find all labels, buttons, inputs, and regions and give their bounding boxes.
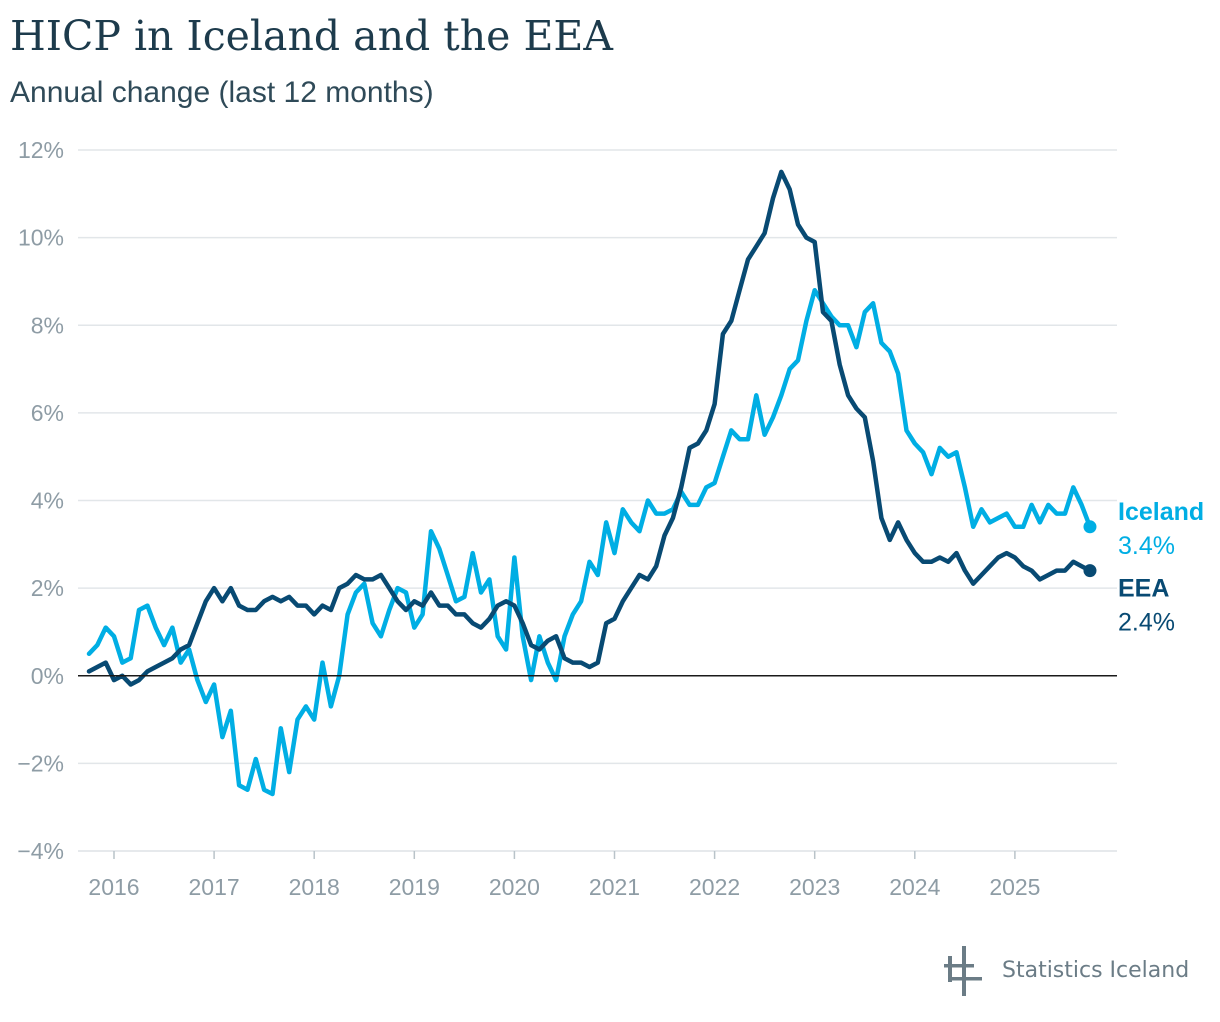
series-line-iceland bbox=[86, 287, 1093, 797]
y-tick-label: −2% bbox=[17, 750, 64, 776]
series-end-label-iceland: Iceland bbox=[1118, 498, 1204, 526]
x-tick-label: 2016 bbox=[88, 874, 139, 900]
y-tick-label: 10% bbox=[18, 225, 64, 251]
y-tick-label: 6% bbox=[31, 400, 64, 426]
series-end-label-eea: EEA bbox=[1118, 575, 1169, 603]
series-end-value-eea: 2.4% bbox=[1118, 609, 1175, 637]
series-end-point-eea bbox=[1083, 564, 1097, 578]
x-tick-label: 2018 bbox=[289, 874, 340, 900]
y-tick-label: 0% bbox=[31, 663, 64, 689]
y-tick-label: −4% bbox=[17, 838, 64, 864]
x-tick-label: 2020 bbox=[489, 874, 540, 900]
statistics-iceland-logo: Statistics Iceland bbox=[944, 944, 1204, 1000]
series-end-value-iceland: 3.4% bbox=[1118, 532, 1175, 560]
y-tick-label: 2% bbox=[31, 575, 64, 601]
y-tick-label: 12% bbox=[18, 137, 64, 163]
brand-name: Statistics Iceland bbox=[1002, 958, 1190, 983]
x-tick-label: 2025 bbox=[989, 874, 1040, 900]
x-tick-label: 2023 bbox=[789, 874, 840, 900]
y-tick-label: 8% bbox=[31, 312, 64, 338]
x-tick-label: 2024 bbox=[889, 874, 940, 900]
x-tick-label: 2017 bbox=[189, 874, 240, 900]
x-tick-label: 2021 bbox=[589, 874, 640, 900]
series-line-eea bbox=[86, 169, 1093, 687]
chart-subtitle: Annual change (last 12 months) bbox=[10, 76, 434, 109]
y-tick-label: 4% bbox=[31, 488, 64, 514]
statistics-iceland-logo-icon bbox=[944, 946, 982, 996]
x-tick-label: 2019 bbox=[389, 874, 440, 900]
series-end-point-iceland bbox=[1083, 520, 1097, 534]
chart-title: HICP in Iceland and the EEA bbox=[10, 12, 613, 60]
x-tick-label: 2022 bbox=[689, 874, 740, 900]
